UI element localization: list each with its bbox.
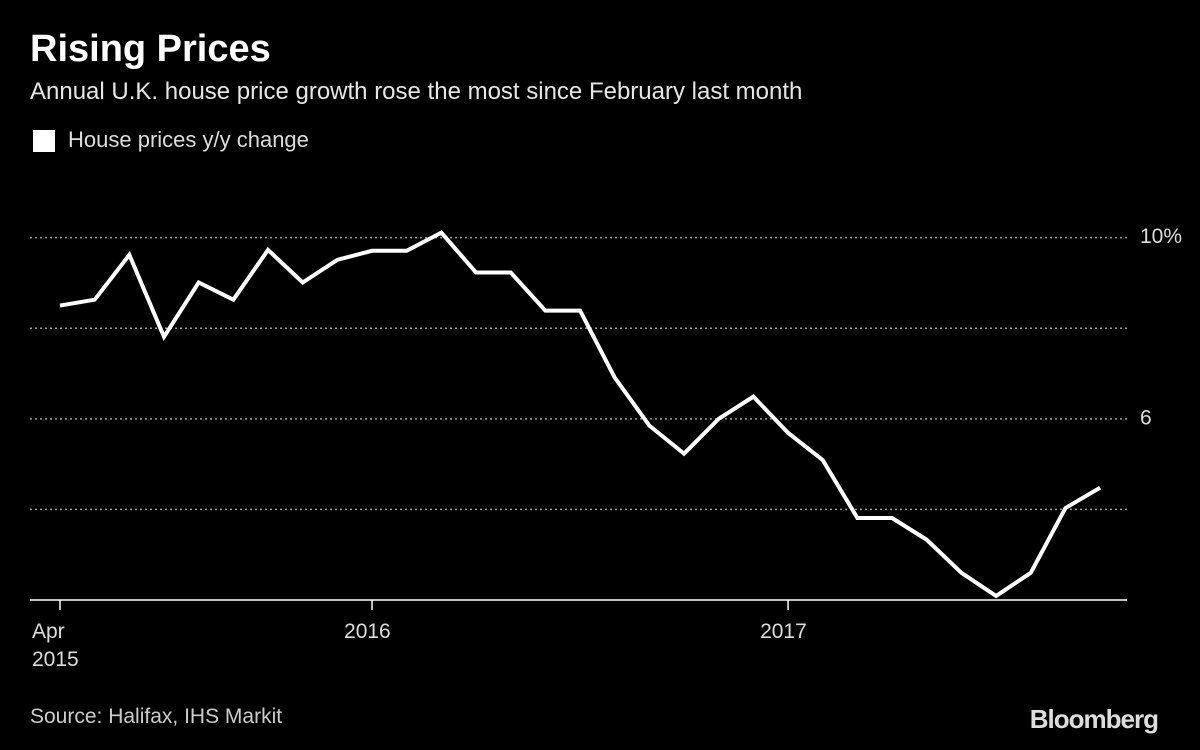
chart-subtitle: Annual U.K. house price growth rose the … [30,78,803,105]
data-line [59,230,1102,599]
x-tick-label: 2016 [344,620,391,643]
chart-title: Rising Prices [30,28,271,70]
y-tick-label: 6 [1140,406,1152,429]
x-tick-label: 2017 [760,620,807,643]
y-tick-label: 10% [1140,225,1182,248]
brand: Bloomberg [1029,704,1159,734]
x-tick-label: Apr 2015 [32,620,79,671]
legend-swatch [33,130,55,152]
source: Source: Halifax, IHS Markit [30,705,283,728]
legend-entry: House prices y/y change [68,127,309,152]
